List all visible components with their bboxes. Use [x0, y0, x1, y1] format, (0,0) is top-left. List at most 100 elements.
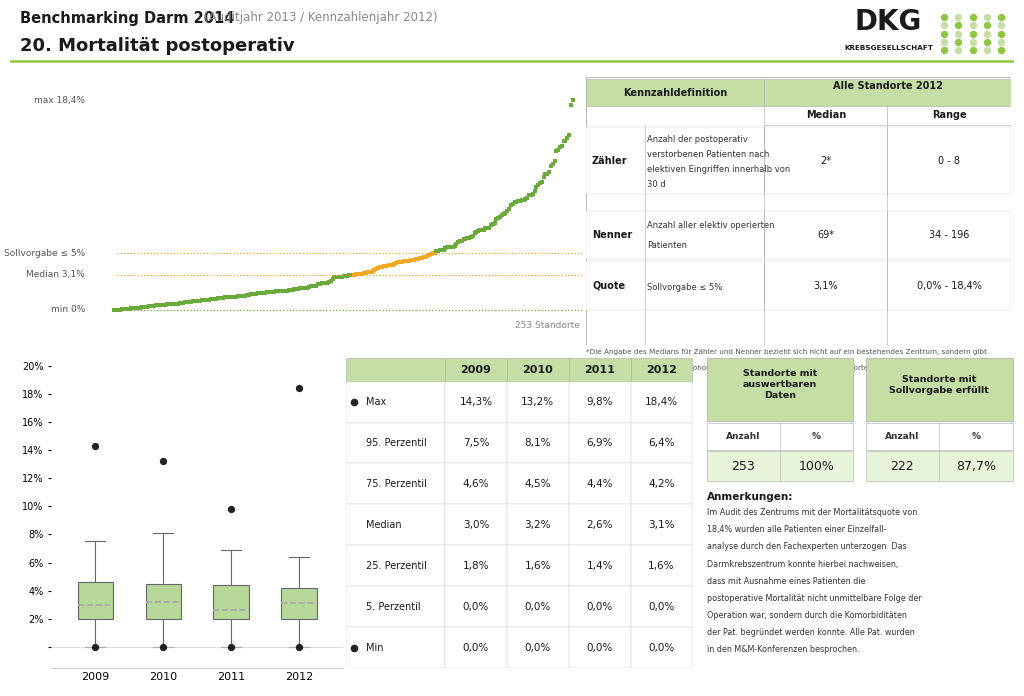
- Point: [270, 286, 287, 297]
- Text: 18,4%: 18,4%: [645, 397, 678, 407]
- Point: [399, 255, 416, 267]
- Text: dass mit Ausnahme eines Patienten die: dass mit Ausnahme eines Patienten die: [707, 577, 865, 585]
- Point: [468, 226, 484, 237]
- Point: [514, 194, 530, 205]
- Point: [368, 264, 384, 275]
- Bar: [346, 546, 445, 586]
- Point: [936, 36, 952, 47]
- Text: Anzahl: Anzahl: [885, 432, 920, 441]
- Point: [313, 278, 330, 289]
- Point: [332, 271, 348, 283]
- Point: [993, 36, 1010, 47]
- Text: 253 Standorte: 253 Standorte: [515, 322, 580, 331]
- Point: [168, 299, 184, 310]
- Point: [189, 295, 206, 306]
- Point: [273, 285, 290, 296]
- Point: [221, 292, 238, 303]
- Point: [936, 12, 952, 23]
- Point: [346, 642, 362, 654]
- Point: [536, 171, 552, 182]
- Point: [494, 209, 510, 220]
- Point: [268, 286, 285, 297]
- Bar: [78, 583, 113, 619]
- Point: [323, 275, 339, 286]
- Text: KREBSGESELLSCHAFT: KREBSGESELLSCHAFT: [844, 45, 933, 51]
- Point: [383, 259, 399, 270]
- Point: [164, 299, 180, 310]
- Point: [142, 301, 159, 312]
- Point: [172, 297, 188, 308]
- Point: [170, 298, 186, 309]
- Text: 3,2%: 3,2%: [524, 520, 551, 530]
- Point: [334, 271, 350, 283]
- Bar: [346, 422, 445, 464]
- Bar: [507, 546, 568, 586]
- Point: [250, 288, 266, 299]
- Point: [166, 299, 182, 310]
- Point: [379, 260, 395, 271]
- Bar: [568, 358, 631, 381]
- Point: [410, 253, 426, 264]
- Bar: [507, 505, 568, 546]
- Point: [564, 95, 581, 106]
- Point: [430, 245, 446, 256]
- Point: [350, 269, 367, 280]
- Point: [442, 242, 459, 253]
- Point: [388, 258, 404, 269]
- Point: [538, 169, 554, 180]
- Point: [196, 294, 212, 306]
- Text: 222: 222: [891, 460, 914, 473]
- Point: [116, 303, 132, 315]
- Point: [330, 271, 346, 283]
- Text: Kennzahldefinition: Kennzahldefinition: [623, 88, 727, 97]
- Point: [357, 267, 374, 278]
- Point: [463, 231, 479, 242]
- Text: 0,0%: 0,0%: [648, 642, 675, 653]
- Bar: [507, 464, 568, 505]
- Point: [474, 225, 490, 236]
- Point: [936, 20, 952, 31]
- Point: [130, 302, 146, 313]
- Point: [271, 285, 288, 296]
- Bar: [586, 79, 764, 106]
- Point: [163, 299, 179, 310]
- Point: [439, 242, 456, 253]
- Point: [344, 269, 360, 280]
- Point: [404, 254, 421, 265]
- Bar: [631, 586, 692, 627]
- Point: [359, 267, 376, 278]
- Bar: [445, 422, 507, 464]
- Point: [402, 255, 419, 266]
- Text: der Pat. begründet werden konnte. Alle Pat. wurden: der Pat. begründet werden konnte. Alle P…: [707, 628, 914, 637]
- Text: Anzahl der postoperativ: Anzahl der postoperativ: [647, 135, 749, 144]
- Point: [301, 282, 317, 293]
- Bar: [586, 262, 1011, 310]
- Point: [188, 295, 205, 306]
- Bar: [631, 546, 692, 586]
- Bar: [346, 627, 445, 668]
- Point: [255, 287, 271, 299]
- Text: Min: Min: [366, 642, 383, 653]
- Point: [950, 12, 967, 23]
- Point: [154, 300, 170, 311]
- Point: [554, 140, 570, 151]
- Point: [543, 161, 559, 172]
- Point: [515, 194, 531, 205]
- Bar: [282, 588, 316, 619]
- Point: [124, 303, 140, 314]
- Text: 4,6%: 4,6%: [463, 479, 489, 489]
- Text: Operation war, sondern durch die Komorbiditäten: Operation war, sondern durch die Komorbi…: [707, 611, 906, 620]
- Point: [110, 304, 126, 315]
- Bar: [445, 586, 507, 627]
- Point: [501, 203, 517, 214]
- Point: [144, 301, 161, 312]
- Point: [179, 296, 196, 308]
- Point: [421, 250, 437, 261]
- Point: [392, 256, 409, 267]
- Text: Standorte mit
Sollvorgabe erfüllt: Standorte mit Sollvorgabe erfüllt: [889, 374, 989, 395]
- Point: [319, 277, 336, 288]
- Point: [254, 287, 270, 299]
- Point: [343, 270, 359, 281]
- Point: [248, 288, 264, 299]
- Point: [512, 195, 528, 206]
